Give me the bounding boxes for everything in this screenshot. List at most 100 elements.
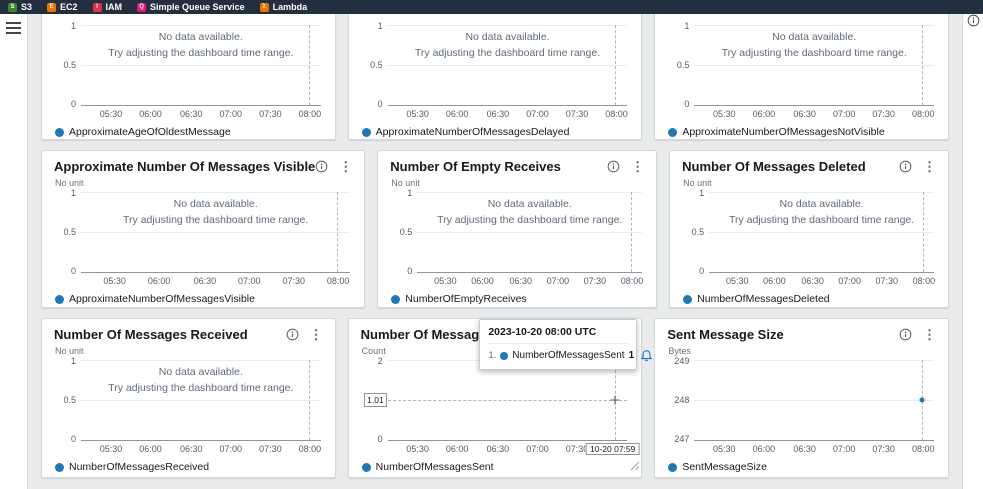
y-axis-unit: No unit — [55, 346, 84, 356]
chart-plot-area[interactable]: 249 248 247 — [674, 356, 935, 444]
y-tick: 0 — [377, 434, 383, 444]
legend-item[interactable]: NumberOfMessagesReceived — [55, 461, 323, 473]
no-data-message: No data available. Try adjusting the dash… — [108, 30, 294, 59]
tooltip-series-value: 1 — [628, 350, 635, 361]
legend-label: ApproximateNumberOfMessagesVisible — [69, 293, 255, 305]
y-tick: 0.5 — [63, 227, 76, 237]
lambda-service-icon: λ — [259, 2, 269, 12]
y-axis-unit: Bytes — [668, 346, 691, 356]
widget-info-icon[interactable] — [899, 160, 912, 173]
widget-info-icon[interactable] — [899, 328, 912, 341]
series-color-dot — [668, 127, 678, 137]
legend-item[interactable]: NumberOfEmptyReceives — [391, 293, 644, 305]
widget-approximate-age-of-oldest-message: 1 0.5 0 No data available. Try adjusting … — [41, 14, 336, 140]
gridline — [81, 360, 321, 361]
crosshair-line — [308, 25, 310, 105]
chart-plot-area[interactable]: 1 0.5 0 No data available. Try adjusting … — [692, 188, 935, 276]
create-alarm-bell-icon[interactable] — [640, 349, 653, 362]
no-data-message: No data available. Try adjusting the dash… — [123, 197, 309, 226]
legend-item[interactable]: ApproximateAgeOfOldestMessage — [55, 126, 323, 138]
chart-plot-area[interactable]: 1 0.5 0 No data available. Try adjusting … — [63, 21, 321, 109]
widget-menu-icon[interactable]: ⋮ — [339, 159, 353, 174]
no-data-message: No data available. Try adjusting the dash… — [108, 365, 294, 394]
crosshair-line — [922, 25, 924, 105]
widget-menu-icon[interactable]: ⋮ — [923, 327, 937, 342]
chart-plot-area[interactable]: 1 0.5 0 No data available. Try adjusting … — [677, 21, 935, 109]
gridline — [81, 192, 351, 193]
widget-info-icon[interactable] — [315, 160, 328, 173]
y-tick: 0.5 — [691, 227, 705, 237]
no-data-message: No data available. Try adjusting the dash… — [437, 197, 623, 226]
favorite-sqs[interactable]: Q Simple Queue Service — [137, 2, 245, 12]
axis-baseline — [387, 105, 628, 106]
widget-approximate-number-of-messages-not-visible: 1 0.5 0 No data available. Try adjusting … — [654, 14, 950, 140]
widget-number-of-messages-received: Number Of Messages Received ⋮ No unit 1 … — [41, 318, 336, 478]
y-tick: 1 — [407, 188, 413, 198]
crosshair-line — [308, 360, 310, 440]
y-tick: 0 — [70, 99, 76, 109]
series-color-dot — [361, 462, 371, 472]
legend-item[interactable]: ApproximateNumberOfMessagesVisible — [55, 293, 352, 305]
gridline — [694, 360, 935, 361]
widget-menu-icon[interactable]: ⋮ — [309, 327, 323, 342]
menu-hamburger-icon[interactable] — [6, 22, 27, 34]
widget-row-2: Approximate Number Of Messages Visible ⋮… — [41, 150, 950, 308]
legend-label: NumberOfMessagesDeleted — [697, 293, 830, 305]
y-tick: 249 — [674, 356, 690, 366]
no-data-message: No data available. Try adjusting the dash… — [728, 197, 915, 226]
y-tick: 0 — [699, 266, 705, 276]
widget-approximate-number-of-messages-delayed: 1 0.5 0 No data available. Try adjusting … — [347, 14, 643, 140]
gridline — [709, 232, 935, 233]
gridline — [694, 65, 935, 66]
legend-label: NumberOfEmptyReceives — [405, 293, 527, 305]
legend-item[interactable]: NumberOfMessagesSent — [361, 461, 630, 473]
y-axis-unit: Count — [361, 346, 386, 356]
widget-info-icon[interactable] — [607, 160, 620, 173]
y-tick: 0.5 — [676, 60, 690, 70]
legend-item[interactable]: ApproximateNumberOfMessagesDelayed — [361, 126, 630, 138]
y-tick: 1 — [70, 188, 76, 198]
chart-plot-area[interactable]: 1 0.5 0 No data available. Try adjusting … — [370, 21, 628, 109]
legend-label: ApproximateNumberOfMessagesDelayed — [375, 126, 570, 138]
gridline — [81, 25, 321, 26]
crosshair-line — [615, 25, 617, 105]
chart-plot-area[interactable]: 1 0.5 0 No data available. Try adjusting … — [400, 188, 643, 276]
chart-plot-area[interactable]: 1 0.5 0 No data available. Try adjusting … — [63, 188, 351, 276]
cursor-horizontal-line — [387, 400, 628, 401]
y-tick: 0.5 — [370, 60, 383, 70]
chart-plot-area[interactable]: 1 0.5 0 No data available. Try adjusting … — [63, 356, 321, 444]
legend-item[interactable]: SentMessageSize — [668, 461, 936, 473]
s3-service-icon: S — [8, 2, 17, 12]
info-help-icon[interactable] — [967, 14, 980, 31]
favorite-label: S3 — [21, 2, 33, 12]
widget-menu-icon[interactable]: ⋮ — [923, 159, 937, 174]
axis-baseline — [81, 272, 351, 273]
favorite-lambda[interactable]: λ Lambda — [259, 2, 307, 12]
legend-label: NumberOfMessagesReceived — [69, 461, 210, 473]
widget-number-of-messages-deleted: Number Of Messages Deleted ⋮ No unit 1 0… — [669, 150, 950, 308]
axis-baseline — [694, 440, 935, 441]
widget-resize-grip[interactable] — [630, 458, 640, 476]
y-axis-unit: No unit — [55, 178, 84, 188]
widget-info-icon[interactable] — [286, 328, 299, 341]
x-axis-labels: 05:30 06:00 06:30 07:00 07:30 08:00 — [713, 444, 935, 454]
legend-label: NumberOfMessagesSent — [375, 461, 494, 473]
favorite-iam[interactable]: I IAM — [92, 2, 122, 12]
y-tick: 1 — [70, 21, 76, 31]
gridline — [417, 232, 643, 233]
widget-title: Number Of Messages Received — [54, 327, 248, 342]
widget-menu-icon[interactable]: ⋮ — [631, 159, 645, 174]
widget-row-1: 1 0.5 0 No data available. Try adjusting … — [41, 14, 950, 140]
legend-item[interactable]: NumberOfMessagesDeleted — [683, 293, 936, 305]
favorite-s3[interactable]: S S3 — [8, 2, 32, 12]
y-axis-unit: No unit — [391, 178, 420, 188]
y-tick: 0 — [407, 266, 413, 276]
dashboard-grid: 1 0.5 0 No data available. Try adjusting … — [28, 14, 962, 489]
legend-item[interactable]: ApproximateNumberOfMessagesNotVisible — [668, 126, 936, 138]
y-tick: 0.5 — [63, 60, 76, 70]
chart-plot-area[interactable]: 2 0 1.01 10-20 07:59 — [364, 356, 640, 455]
cursor-time-box: 10-20 07:59 — [586, 443, 640, 455]
favorite-ec2[interactable]: E EC2 — [47, 2, 78, 12]
gridline — [81, 232, 351, 233]
y-tick: 0 — [70, 434, 76, 444]
